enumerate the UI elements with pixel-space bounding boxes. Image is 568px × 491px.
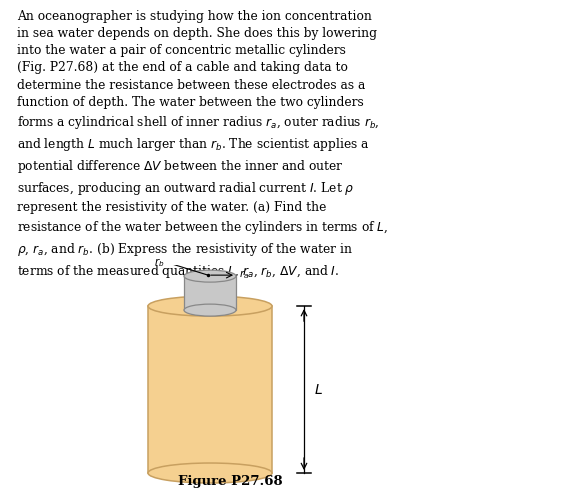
Text: An oceanographer is studying how the ion concentration
in sea water depends on d: An oceanographer is studying how the ion… [17,10,389,280]
Ellipse shape [148,296,272,316]
Text: Figure P27.68: Figure P27.68 [178,475,282,488]
Polygon shape [148,306,272,473]
Ellipse shape [148,463,272,483]
Ellipse shape [184,304,236,316]
Text: $r_b$: $r_b$ [154,256,165,269]
Text: $L$: $L$ [314,382,323,397]
Text: $r_a$: $r_a$ [239,268,249,280]
Ellipse shape [184,270,236,282]
Polygon shape [184,276,236,310]
